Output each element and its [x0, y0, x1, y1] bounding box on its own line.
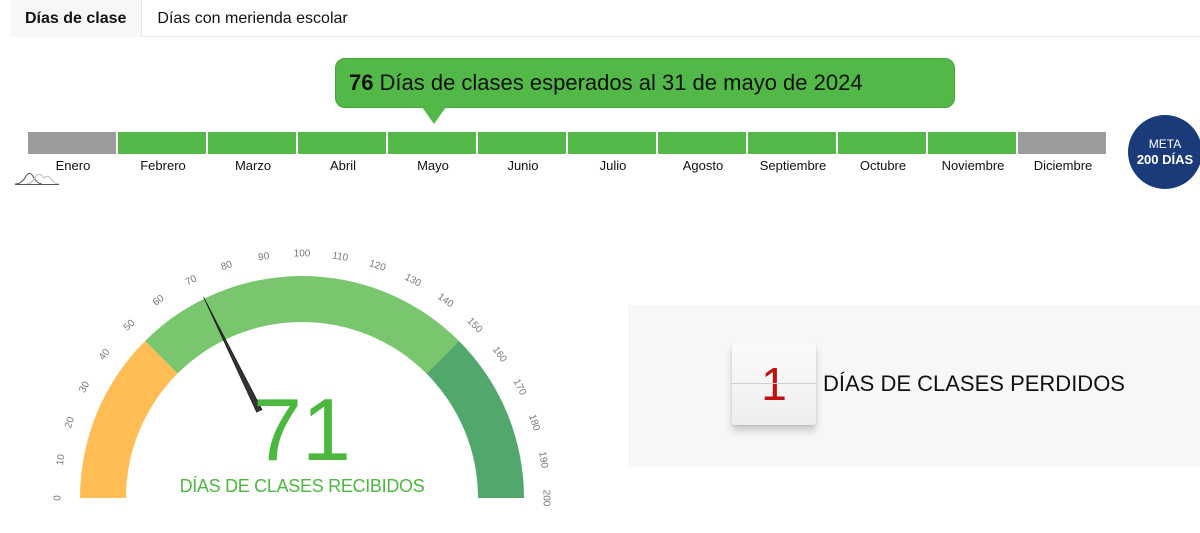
- gauge-tick-label: 120: [368, 258, 388, 274]
- month-bar: [478, 132, 568, 154]
- tab-dias-de-clase[interactable]: Días de clase: [10, 0, 143, 37]
- month-agosto[interactable]: Agosto: [658, 132, 748, 173]
- month-label: Junio: [507, 158, 539, 173]
- month-label: Septiembre: [759, 158, 827, 173]
- days-gauge: 0 10 20 30 40 50 60 70 80 90 100 110 120 130 140 150 160…: [53, 249, 552, 507]
- month-julio[interactable]: Julio: [568, 132, 658, 173]
- meta-badge: META 200 DÍAS: [1128, 115, 1200, 189]
- gauge-tick-label: 160: [490, 345, 509, 365]
- month-abril[interactable]: Abril: [298, 132, 388, 173]
- month-label: Julio: [599, 158, 627, 173]
- gauge-tick-label: 40: [97, 347, 113, 363]
- month-febrero[interactable]: Febrero: [118, 132, 208, 173]
- month-timeline: Enero Febrero Marzo Abril Mayo Junio Julio Agos…: [28, 132, 1108, 173]
- gauge-tick-label: 30: [77, 379, 92, 394]
- month-bar: [298, 132, 388, 154]
- flip-counter: 1: [732, 343, 816, 425]
- gauge-tick-label: 200: [540, 490, 551, 507]
- gauge-tick-label: 70: [184, 273, 199, 288]
- month-bar: [388, 132, 478, 154]
- month-bar: [208, 132, 298, 154]
- month-label: Octubre: [859, 158, 907, 173]
- expected-days-number: 76: [349, 70, 374, 95]
- month-bar: [928, 132, 1018, 154]
- month-label: Noviembre: [941, 158, 1005, 173]
- gauge-tick-label: 110: [331, 250, 349, 263]
- gauge-tick-label: 140: [435, 291, 455, 310]
- gauge-tick-label: 130: [403, 272, 423, 290]
- month-bar: [118, 132, 208, 154]
- lost-days-value: 1: [761, 358, 787, 410]
- gauge-tick-label: 90: [257, 251, 270, 264]
- month-bar: [658, 132, 748, 154]
- month-bar: [838, 132, 928, 154]
- month-septiembre[interactable]: Septiembre: [748, 132, 838, 173]
- month-junio[interactable]: Junio: [478, 132, 568, 173]
- month-label: Agosto: [682, 158, 724, 173]
- month-label: Febrero: [140, 158, 186, 173]
- month-label: Marzo: [234, 158, 272, 173]
- gauge-tick-label: 190: [536, 451, 550, 470]
- month-label: Mayo: [417, 158, 449, 173]
- month-mayo[interactable]: Mayo: [388, 132, 478, 173]
- lost-days-panel: [628, 305, 1200, 467]
- month-bar: [748, 132, 838, 154]
- gauge-tick-label: 150: [465, 316, 485, 336]
- gauge-value: 71: [253, 380, 351, 479]
- meta-label: META: [1148, 137, 1182, 151]
- gauge-band-50-150: [145, 276, 459, 374]
- month-enero[interactable]: Enero: [28, 132, 118, 173]
- month-bar: [1018, 132, 1108, 154]
- gauge-tick-label: 170: [511, 377, 529, 397]
- expected-days-tooltip: 76 Días de clases esperados al 31 de may…: [335, 58, 955, 124]
- gauge-tick-label: 50: [122, 317, 138, 333]
- tab-dias-con-merienda[interactable]: Días con merienda escolar: [157, 9, 348, 27]
- month-bar: [568, 132, 658, 154]
- distribution-icon: [14, 172, 60, 185]
- gauge-needle: [203, 296, 263, 413]
- gauge-tick-label: 60: [151, 293, 167, 309]
- month-diciembre[interactable]: Diciembre: [1018, 132, 1108, 173]
- gauge-tick-label: 100: [294, 249, 311, 260]
- gauge-label: DÍAS DE CLASES RECIBIDOS: [179, 476, 425, 496]
- gauge-tick-label: 10: [55, 453, 68, 466]
- month-bar: [28, 132, 118, 154]
- expected-days-text: Días de clases esperados al 31 de mayo d…: [379, 70, 863, 95]
- month-octubre[interactable]: Octubre: [838, 132, 928, 173]
- gauge-tick-label: 180: [526, 413, 542, 433]
- meta-value: 200 DÍAS: [1136, 152, 1194, 167]
- month-marzo[interactable]: Marzo: [208, 132, 298, 173]
- lost-days-label: DÍAS DE CLASES PERDIDOS: [823, 371, 1125, 396]
- month-label: Abril: [329, 158, 356, 173]
- month-label: Enero: [55, 158, 91, 173]
- tab-bar: Días de clase Días con merienda escolar: [10, 0, 1200, 37]
- gauge-band-0-50: [80, 341, 178, 498]
- gauge-band-150-200: [426, 341, 524, 498]
- gauge-tick-label: 0: [53, 495, 64, 501]
- month-label: Diciembre: [1033, 158, 1093, 173]
- month-noviembre[interactable]: Noviembre: [928, 132, 1018, 173]
- gauge-tick-label: 80: [220, 259, 234, 273]
- gauge-tick-label: 20: [63, 415, 77, 429]
